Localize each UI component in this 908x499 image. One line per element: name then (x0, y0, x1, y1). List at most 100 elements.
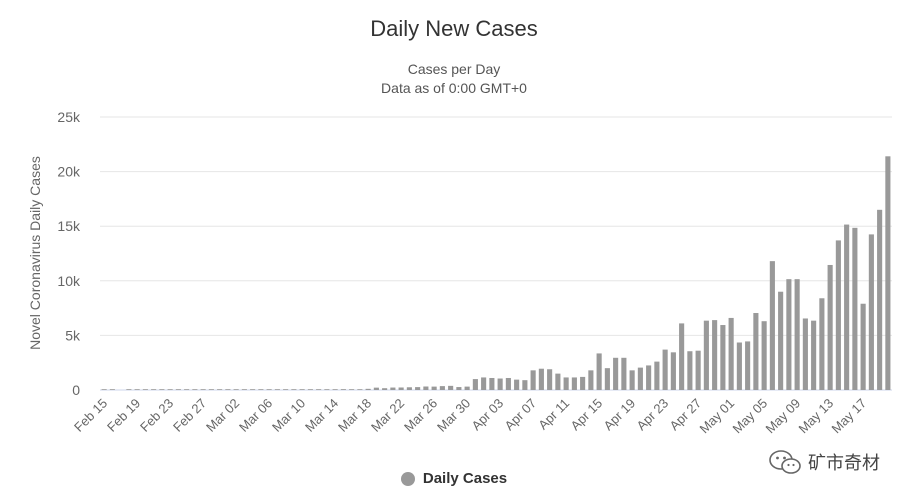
bar[interactable] (786, 279, 792, 390)
bar[interactable] (365, 388, 371, 390)
bar[interactable] (860, 303, 866, 390)
bar[interactable] (489, 377, 495, 390)
x-tick-label: Apr 19 (601, 396, 639, 434)
bar[interactable] (439, 386, 445, 390)
bar[interactable] (885, 156, 891, 390)
bar[interactable] (357, 389, 363, 390)
bar[interactable] (662, 349, 668, 390)
bar[interactable] (670, 352, 676, 390)
bar[interactable] (596, 353, 602, 390)
bar[interactable] (167, 389, 173, 390)
bar[interactable] (291, 389, 297, 390)
x-tick-label: Feb 27 (170, 396, 209, 435)
bar[interactable] (547, 369, 553, 390)
bar[interactable] (868, 234, 874, 390)
bar[interactable] (679, 323, 685, 390)
bar[interactable] (695, 350, 701, 390)
bar[interactable] (720, 325, 726, 390)
bar[interactable] (266, 389, 272, 390)
bar[interactable] (753, 313, 759, 390)
bar[interactable] (811, 320, 817, 390)
bar[interactable] (126, 389, 132, 390)
bar[interactable] (406, 387, 412, 390)
bar[interactable] (283, 389, 289, 390)
bar[interactable] (217, 389, 223, 390)
legend-item-daily-cases[interactable]: Daily Cases (400, 470, 507, 487)
bar[interactable] (728, 317, 734, 390)
bar[interactable] (703, 320, 709, 390)
bar[interactable] (778, 291, 784, 390)
bar[interactable] (151, 389, 157, 390)
bar[interactable] (464, 386, 470, 390)
bar[interactable] (340, 389, 346, 390)
bar[interactable] (604, 368, 610, 390)
bar[interactable] (472, 379, 478, 390)
bar[interactable] (241, 389, 247, 390)
bar[interactable] (794, 279, 800, 390)
bar[interactable] (481, 377, 487, 390)
bar[interactable] (654, 361, 660, 390)
bar[interactable] (332, 389, 338, 390)
bar[interactable] (745, 341, 751, 390)
bar[interactable] (580, 376, 586, 390)
legend[interactable]: Daily Cases (0, 470, 908, 491)
bar[interactable] (819, 298, 825, 390)
bar[interactable] (629, 370, 635, 390)
bar[interactable] (505, 377, 511, 390)
bar[interactable] (200, 389, 206, 390)
bar[interactable] (514, 379, 520, 390)
bar[interactable] (613, 357, 619, 390)
bar[interactable] (192, 389, 198, 390)
bar[interactable] (621, 357, 627, 390)
bar[interactable] (844, 224, 850, 390)
bar[interactable] (109, 389, 115, 390)
bar[interactable] (431, 386, 437, 390)
bar[interactable] (134, 389, 140, 390)
bar[interactable] (852, 227, 858, 390)
bar[interactable] (563, 377, 569, 390)
bar[interactable] (555, 373, 561, 390)
bar[interactable] (769, 261, 775, 390)
bar[interactable] (184, 389, 190, 390)
bar[interactable] (877, 209, 883, 390)
bar[interactable] (316, 389, 322, 390)
bar[interactable] (101, 389, 107, 390)
bar[interactable] (390, 387, 396, 390)
bar[interactable] (250, 389, 256, 390)
bar[interactable] (225, 389, 231, 390)
bar[interactable] (299, 389, 305, 390)
bar[interactable] (522, 380, 528, 390)
bar[interactable] (588, 370, 594, 390)
x-tick-label: Apr 15 (568, 396, 606, 434)
bar[interactable] (274, 389, 280, 390)
bar[interactable] (258, 389, 264, 390)
bar[interactable] (456, 387, 462, 390)
bar[interactable] (373, 387, 379, 390)
bar[interactable] (382, 388, 388, 390)
bar[interactable] (423, 386, 429, 390)
bar[interactable] (712, 320, 718, 390)
bar[interactable] (761, 321, 767, 390)
bar[interactable] (835, 240, 841, 390)
bar[interactable] (530, 370, 536, 390)
bar[interactable] (538, 368, 544, 390)
bar[interactable] (646, 365, 652, 390)
bar[interactable] (571, 377, 577, 390)
bar[interactable] (802, 318, 808, 390)
bar[interactable] (324, 389, 330, 390)
bar[interactable] (736, 342, 742, 391)
bar[interactable] (415, 387, 421, 390)
bar[interactable] (142, 389, 148, 390)
bar[interactable] (497, 378, 503, 390)
bar[interactable] (175, 389, 181, 390)
bar[interactable] (159, 389, 165, 390)
bar[interactable] (208, 389, 214, 390)
bar[interactable] (349, 389, 355, 390)
bar[interactable] (687, 351, 693, 390)
bar[interactable] (827, 264, 833, 390)
bar[interactable] (307, 389, 313, 390)
bar[interactable] (448, 385, 454, 390)
bar[interactable] (637, 367, 643, 390)
bar[interactable] (233, 389, 239, 390)
bar[interactable] (398, 387, 404, 390)
